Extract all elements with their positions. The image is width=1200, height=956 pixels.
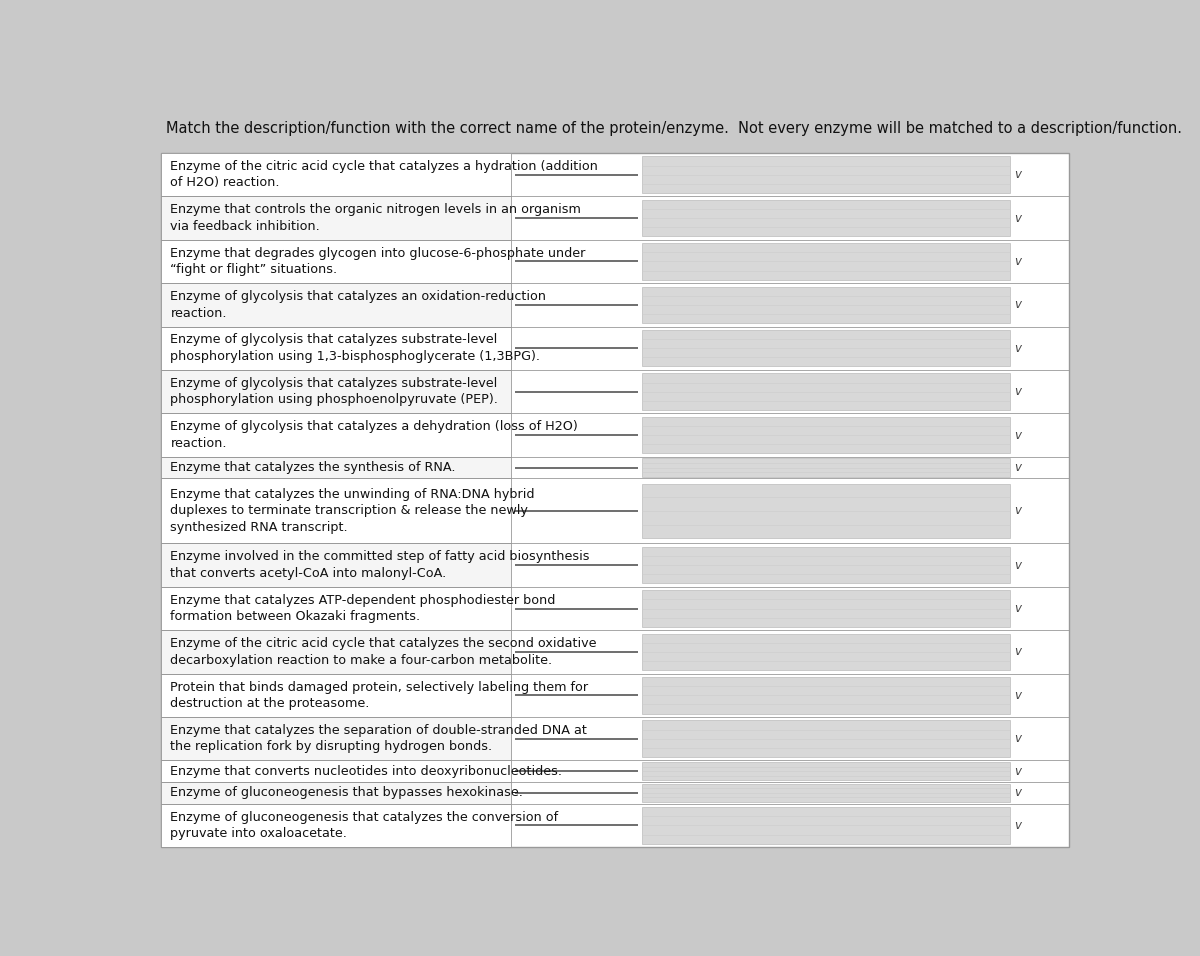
Bar [161, 587, 511, 630]
Bar [642, 762, 1010, 780]
Text: v: v [1014, 341, 1021, 355]
Text: v: v [1014, 298, 1021, 312]
Text: v: v [1014, 689, 1021, 702]
Text: v: v [1014, 558, 1021, 572]
Text: v: v [1014, 645, 1021, 659]
Text: Enzyme that controls the organic nitrogen levels in an organism
via feedback inh: Enzyme that controls the organic nitroge… [170, 204, 581, 233]
Bar [161, 196, 511, 240]
Text: Enzyme of glycolysis that catalyzes a dehydration (loss of H2O)
reaction.: Enzyme of glycolysis that catalyzes a de… [170, 421, 578, 449]
Text: v: v [1014, 602, 1021, 615]
Text: Enzyme that catalyzes the synthesis of RNA.: Enzyme that catalyzes the synthesis of R… [170, 461, 456, 474]
Text: v: v [1014, 461, 1021, 474]
Bar [642, 484, 1010, 538]
Bar [642, 157, 1010, 193]
Text: v: v [1014, 765, 1021, 778]
Text: v: v [1014, 428, 1021, 442]
Bar [161, 370, 511, 413]
Bar [642, 243, 1010, 280]
Text: v: v [1014, 819, 1021, 832]
Bar [161, 717, 511, 760]
Text: Match the description/function with the correct name of the protein/enzyme.  Not: Match the description/function with the … [166, 120, 1182, 136]
Bar [161, 327, 511, 370]
Bar [161, 457, 511, 478]
Bar [642, 459, 1010, 477]
Bar [161, 413, 511, 457]
Bar [642, 634, 1010, 670]
Bar [642, 417, 1010, 453]
Text: Protein that binds damaged protein, selectively labeling them for
destruction at: Protein that binds damaged protein, sele… [170, 681, 588, 710]
Text: Enzyme of the citric acid cycle that catalyzes a hydration (addition
of H2O) rea: Enzyme of the citric acid cycle that cat… [170, 160, 599, 189]
Text: Enzyme involved in the committed step of fatty acid biosynthesis
that converts a: Enzyme involved in the committed step of… [170, 551, 590, 580]
Text: v: v [1014, 255, 1021, 268]
Bar [161, 630, 511, 674]
Text: Enzyme of glycolysis that catalyzes substrate-level
phosphorylation using 1,3-bi: Enzyme of glycolysis that catalyzes subs… [170, 334, 540, 363]
Text: v: v [1014, 385, 1021, 398]
Text: Enzyme that converts nucleotides into deoxyribonucleotides.: Enzyme that converts nucleotides into de… [170, 765, 563, 778]
Text: v: v [1014, 168, 1021, 182]
Text: Enzyme of gluconeogenesis that catalyzes the conversion of
pyruvate into oxaloac: Enzyme of gluconeogenesis that catalyzes… [170, 811, 558, 840]
Text: Enzyme of glycolysis that catalyzes substrate-level
phosphorylation using phosph: Enzyme of glycolysis that catalyzes subs… [170, 377, 498, 406]
Bar [642, 590, 1010, 627]
Bar [161, 153, 511, 196]
Bar [642, 677, 1010, 713]
Text: Enzyme of gluconeogenesis that bypasses hexokinase.: Enzyme of gluconeogenesis that bypasses … [170, 787, 523, 799]
Bar [642, 784, 1010, 802]
Bar [642, 330, 1010, 366]
Text: v: v [1014, 505, 1021, 517]
Text: v: v [1014, 732, 1021, 745]
Bar [161, 760, 511, 782]
Bar [161, 674, 511, 717]
Bar [161, 283, 511, 327]
Text: Enzyme of glycolysis that catalyzes an oxidation-reduction
reaction.: Enzyme of glycolysis that catalyzes an o… [170, 290, 546, 319]
Bar [161, 240, 511, 283]
Text: Enzyme that catalyzes the unwinding of RNA:DNA hybrid
duplexes to terminate tran: Enzyme that catalyzes the unwinding of R… [170, 488, 535, 533]
Text: Enzyme that degrades glycogen into glucose-6-phosphate under
“fight or flight” s: Enzyme that degrades glycogen into gluco… [170, 247, 586, 276]
Text: v: v [1014, 787, 1021, 799]
Bar [642, 807, 1010, 844]
Bar [642, 721, 1010, 757]
Bar [161, 478, 511, 543]
Text: v: v [1014, 211, 1021, 225]
Bar [642, 200, 1010, 236]
Bar [161, 782, 511, 804]
Bar [642, 374, 1010, 410]
Bar [161, 543, 511, 587]
Bar [642, 547, 1010, 583]
Text: Enzyme that catalyzes ATP-dependent phosphodiester bond
formation between Okazak: Enzyme that catalyzes ATP-dependent phos… [170, 594, 556, 623]
Bar [161, 804, 511, 847]
Text: Enzyme of the citric acid cycle that catalyzes the second oxidative
decarboxylat: Enzyme of the citric acid cycle that cat… [170, 638, 596, 666]
Bar [642, 287, 1010, 323]
Text: Enzyme that catalyzes the separation of double-stranded DNA at
the replication f: Enzyme that catalyzes the separation of … [170, 724, 587, 753]
